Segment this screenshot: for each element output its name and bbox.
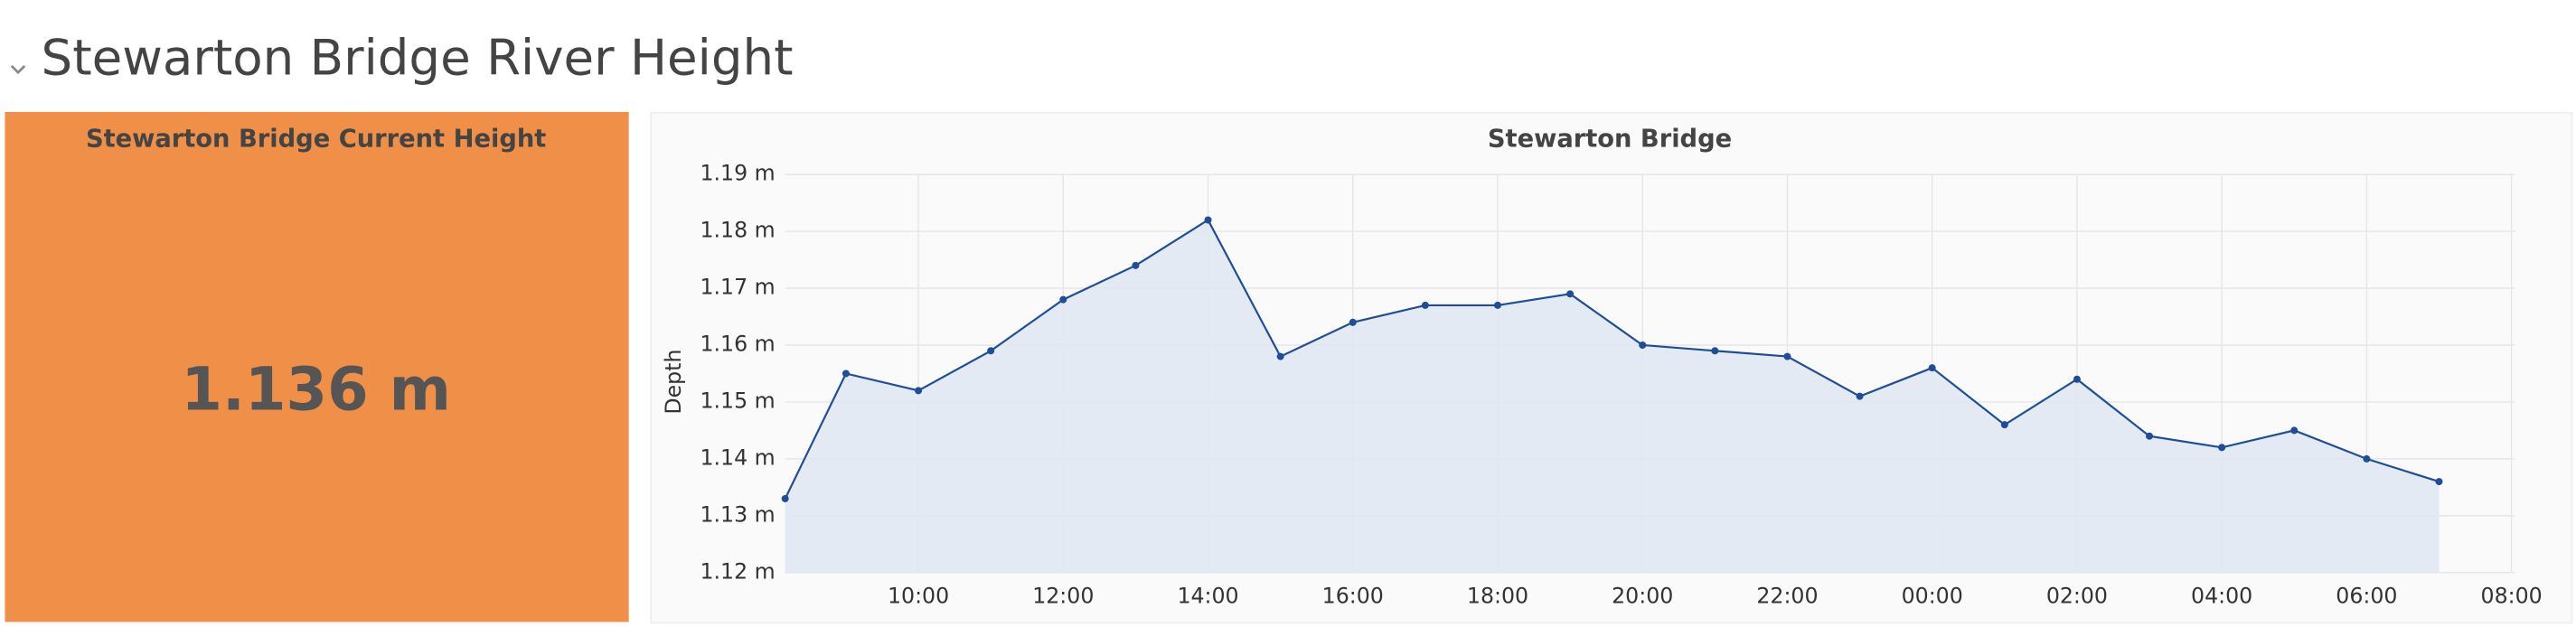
y-tick-label: 1.16 m [700,331,775,356]
point [1059,295,1067,304]
point [2435,478,2443,486]
y-tick-label: 1.13 m [700,501,775,527]
y-axis-label: Depth [661,350,686,415]
stat-panel [5,111,629,622]
x-tick-label: 18:00 [1467,584,1528,609]
x-tick-label: 10:00 [888,584,949,609]
x-tick-label: 22:00 [1756,584,1818,609]
area [785,220,2440,573]
x-tick-label: 04:00 [2191,584,2252,609]
row-title: Stewarton Bridge River Height [42,29,794,87]
point [1928,364,1936,372]
point [2073,375,2081,383]
point [1639,341,1647,349]
x-tick-label: 14:00 [1177,584,1238,609]
point [2146,432,2154,440]
point [1493,301,1502,309]
x-tick-label: 08:00 [2481,584,2543,609]
chart-title: Stewarton Bridge [1488,125,1732,153]
y-tick-label: 1.19 m [700,161,775,186]
point [2218,444,2226,452]
x-tick-label: 02:00 [2046,584,2108,609]
point [1711,347,1719,355]
x-tick-label: 06:00 [2336,584,2397,609]
point [781,494,789,502]
point [2000,421,2008,429]
line [784,218,2440,500]
point [1856,392,1864,400]
point [1783,352,1791,360]
y-tick-label: 1.12 m [700,558,775,584]
x-tick-label: 12:00 [1032,584,1094,609]
point [841,370,850,378]
point [1276,352,1284,360]
stat-title: Stewarton Bridge Current Height [86,125,546,153]
point [915,387,923,395]
y-tick-label: 1.14 m [700,445,775,470]
y-tick-label: 1.17 m [700,275,775,300]
point [2290,426,2299,435]
x-tick-label: 20:00 [1612,584,1673,609]
stat-value: 1.136 m [181,355,450,424]
point [1421,301,1429,309]
point [1349,318,1357,326]
y-tick-label: 1.18 m [700,218,775,243]
row-chevron[interactable] [10,64,26,75]
point [1132,261,1140,269]
x-tick-label: 00:00 [1902,584,1963,609]
point [1204,216,1212,224]
y-tick-label: 1.15 m [700,388,775,413]
x-tick-label: 16:00 [1322,584,1384,609]
point [987,347,995,355]
point [1566,290,1575,298]
point [2363,454,2371,463]
